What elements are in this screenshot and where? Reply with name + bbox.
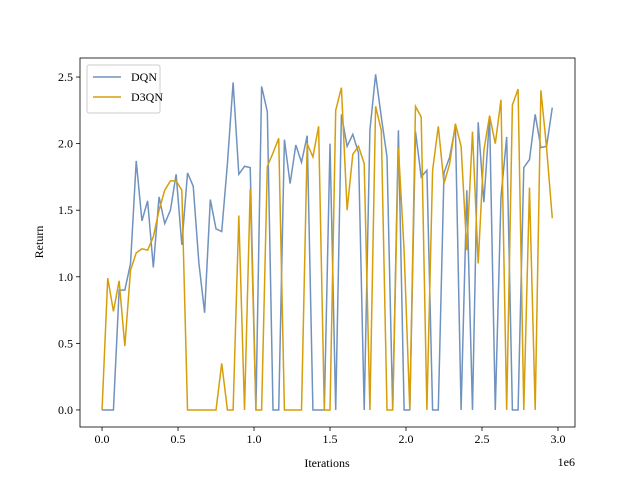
legend-label: D3QN xyxy=(131,90,163,104)
x-tick-label: 1.0 xyxy=(247,432,262,446)
x-tick-label: 2.5 xyxy=(474,432,489,446)
y-tick-label: 1.0 xyxy=(58,270,73,284)
x-tick-label: 3.0 xyxy=(550,432,565,446)
x-tick-label: 1.5 xyxy=(323,432,338,446)
x-axis-label: Iterations xyxy=(304,456,350,470)
y-tick-label: 2.0 xyxy=(58,137,73,151)
y-tick-label: 0.5 xyxy=(58,336,73,350)
x-tick-label: 0.5 xyxy=(171,432,186,446)
plot-frame xyxy=(79,57,576,428)
x-tick-label: 0.0 xyxy=(95,432,110,446)
y-tick-label: 1.5 xyxy=(58,203,73,217)
data-line xyxy=(102,74,554,411)
x-offset-label: 1e6 xyxy=(558,455,575,469)
legend-label: DQN xyxy=(131,70,157,84)
y-tick-label: 2.5 xyxy=(58,70,73,84)
y-tick-label: 0.0 xyxy=(58,403,73,417)
x-tick-label: 2.0 xyxy=(398,432,413,446)
data-line xyxy=(101,87,554,411)
y-axis-label: Return xyxy=(32,226,46,259)
